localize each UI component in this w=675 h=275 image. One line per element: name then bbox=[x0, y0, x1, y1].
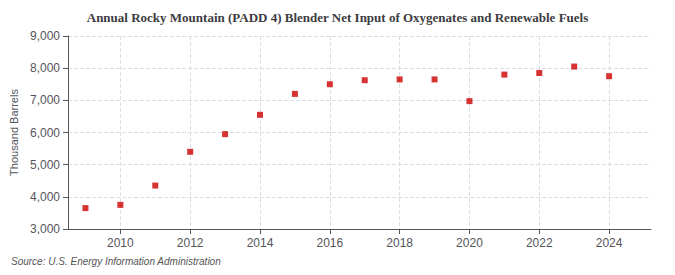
svg-text:Source: U.S. Energy Informatio: Source: U.S. Energy Information Administ… bbox=[11, 256, 221, 267]
svg-text:2018: 2018 bbox=[386, 236, 413, 250]
svg-text:5,000: 5,000 bbox=[30, 158, 60, 172]
svg-text:2022: 2022 bbox=[526, 236, 553, 250]
svg-text:2014: 2014 bbox=[247, 236, 274, 250]
svg-text:2010: 2010 bbox=[107, 236, 134, 250]
svg-text:2020: 2020 bbox=[456, 236, 483, 250]
svg-text:8,000: 8,000 bbox=[30, 61, 60, 75]
svg-text:Annual Rocky Mountain (PADD 4): Annual Rocky Mountain (PADD 4) Blender N… bbox=[87, 10, 589, 25]
svg-text:2024: 2024 bbox=[596, 236, 623, 250]
svg-text:6,000: 6,000 bbox=[30, 126, 60, 140]
svg-text:4,000: 4,000 bbox=[30, 190, 60, 204]
svg-text:2016: 2016 bbox=[316, 236, 343, 250]
svg-text:9,000: 9,000 bbox=[30, 29, 60, 43]
svg-text:7,000: 7,000 bbox=[30, 93, 60, 107]
svg-text:Thousand Barrels: Thousand Barrels bbox=[8, 89, 20, 176]
svg-text:3,000: 3,000 bbox=[30, 222, 60, 236]
svg-text:2012: 2012 bbox=[177, 236, 204, 250]
